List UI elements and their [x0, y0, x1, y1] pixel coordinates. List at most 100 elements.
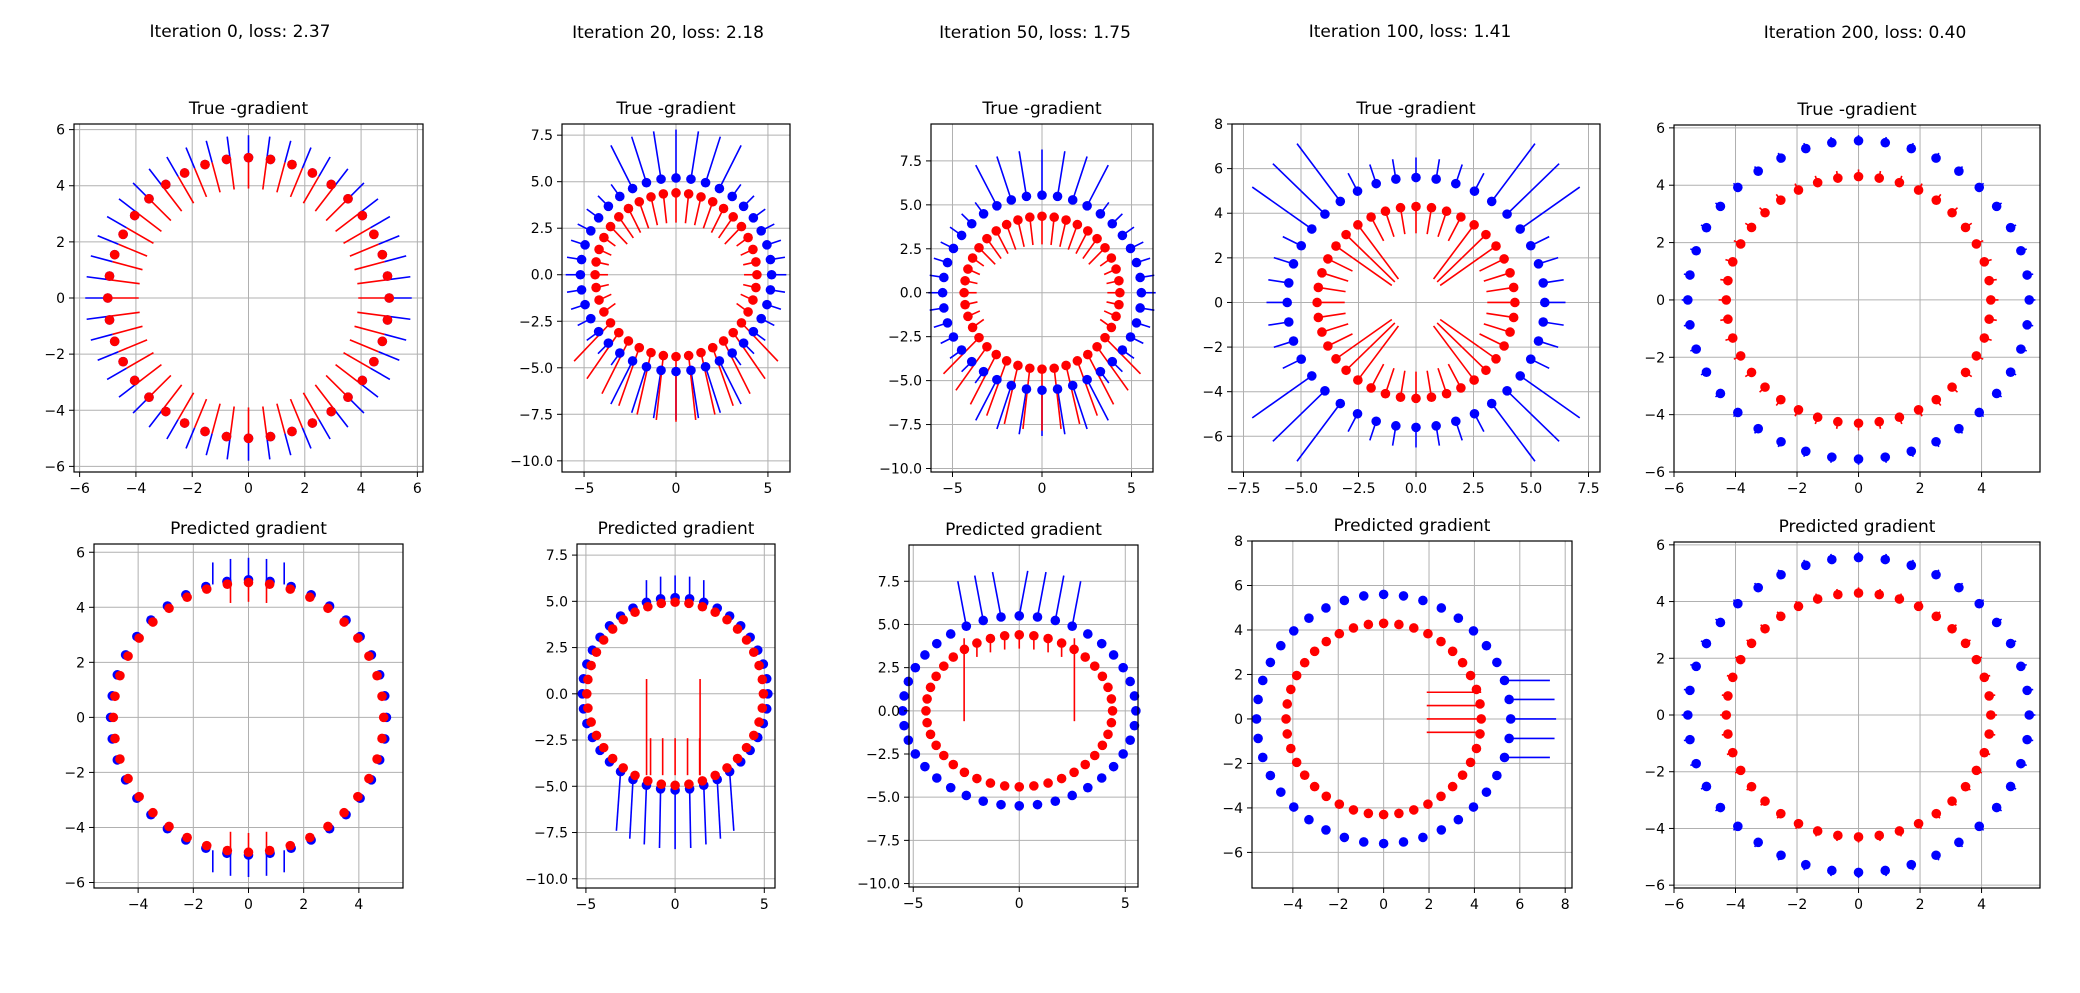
inner-point-4: [1960, 638, 1971, 649]
outer-point-15: [603, 201, 614, 212]
outer-point-33: [714, 356, 725, 366]
outer-point-3: [756, 226, 766, 236]
outer-point-18: [580, 240, 590, 250]
gradient-arrow-47: [108, 278, 140, 285]
x-tick-label-0: −5: [903, 896, 924, 912]
gradient-arrow-43: [118, 243, 148, 257]
inner-point-33: [1056, 773, 1067, 784]
x-tick-label-5: 4: [1977, 897, 1986, 913]
inner-point-38: [1979, 333, 1990, 343]
y-tick-label-4: 2: [1234, 667, 1243, 683]
y-tick-label-1: −4: [44, 403, 65, 419]
inner-point-35: [732, 753, 743, 764]
inner-point-18: [109, 249, 120, 260]
gradient-arrow-51: [108, 311, 140, 318]
inner-point-23: [1735, 765, 1746, 776]
inner-point-25: [982, 341, 992, 352]
outer-point-3: [1125, 243, 1136, 254]
inner-point-23: [931, 740, 941, 751]
x-tick-label-1: 0: [671, 897, 680, 913]
y-tick-label-7: 7.5: [546, 548, 568, 564]
gradient-arrow-69: [211, 403, 221, 434]
inner-point-14: [618, 614, 629, 625]
x-tick-label-0: −7.5: [1227, 481, 1261, 497]
x-tick-label-5: 6: [1515, 897, 1524, 913]
x-tick-label-3: 0.0: [1405, 481, 1427, 497]
inner-point-19: [1723, 691, 1733, 701]
inner-point-7: [1913, 601, 1924, 612]
y-tick-label-2: −2: [1644, 350, 1665, 366]
y-tick-label-5: 2.5: [900, 242, 922, 258]
gradient-arrow-66: [601, 340, 630, 395]
gradient-arrow-71: [1053, 368, 1062, 430]
outer-point-4: [748, 213, 759, 223]
outer-point-1: [765, 254, 776, 265]
gradient-arrow-78: [301, 427, 312, 449]
gradient-arrow-44: [90, 255, 113, 263]
inner-point-12: [200, 159, 210, 170]
inner-point-26: [959, 767, 970, 778]
y-tick-label-0: −10.0: [857, 877, 900, 893]
x-tick-label-2: 5: [760, 897, 769, 913]
outer-point-10: [1037, 190, 1047, 200]
gradient-arrow-61: [148, 374, 172, 398]
gradient-arrow-13: [325, 198, 349, 222]
inner-point-26: [1353, 375, 1363, 385]
inner-point-19: [1282, 699, 1293, 709]
inner-point-14: [164, 603, 174, 614]
y-tick-label-0: −6: [64, 875, 85, 891]
outer-point-38: [2016, 344, 2026, 354]
inner-point-24: [129, 375, 140, 386]
inner-point-5: [1092, 233, 1102, 244]
gradient-arrow-65: [1345, 322, 1396, 371]
inner-point-24: [1331, 354, 1341, 364]
inner-point-16: [1299, 657, 1310, 668]
gradient-arrow-49: [684, 193, 690, 224]
gradient-arrow-53: [112, 325, 143, 336]
outer-point-20: [937, 287, 948, 298]
outer-point-6: [1083, 629, 1093, 639]
gradient-arrow-4: [384, 255, 407, 263]
inner-point-7: [710, 607, 720, 618]
outer-point-7: [1931, 153, 1941, 163]
outer-point-0: [1136, 287, 1147, 298]
outer-point-33: [1469, 408, 1480, 419]
inner-point-8: [696, 192, 706, 202]
inner-point-14: [991, 226, 1002, 236]
inner-point-14: [959, 644, 970, 655]
gradient-arrow-34: [1491, 403, 1536, 462]
gradient-arrow-15: [1272, 163, 1326, 215]
inner-point-39: [1984, 729, 1994, 739]
outer-point-11: [656, 174, 666, 184]
gradient-arrow-18: [301, 147, 312, 169]
y-tick-label-1: −7.5: [519, 407, 553, 423]
outer-point-24: [593, 326, 604, 337]
outer-point-37: [2005, 367, 2016, 377]
inner-point-10: [1014, 630, 1025, 640]
gradient-arrow-12: [630, 136, 648, 183]
x-tick-label-4: 4: [354, 897, 363, 913]
gradient-arrow-82: [333, 408, 349, 428]
inner-point-11: [1833, 173, 1843, 183]
outer-point-7: [714, 183, 725, 194]
outer-point-39: [2022, 734, 2032, 745]
gradient-arrow-26: [1296, 403, 1341, 462]
outer-point-22: [1691, 758, 1701, 769]
y-tick-label-3: −2.5: [866, 747, 900, 763]
outer-point-27: [1321, 825, 1331, 835]
gradient-arrow-8: [704, 136, 722, 183]
inner-point-29: [1395, 392, 1406, 403]
inner-point-30: [1853, 832, 1864, 842]
inner-point-22: [925, 729, 936, 740]
x-tick-label-1: −4: [126, 481, 147, 497]
chart-panel-0: −6 −4 −2 0 2 4 6 −6 −4 −2 0 2 4 6 True -gradient: [44, 99, 424, 497]
outer-point-6: [1486, 196, 1497, 207]
outer-point-31: [1880, 865, 1891, 876]
x-tick-label-6: 6: [413, 481, 422, 497]
outer-point-27: [1776, 436, 1786, 447]
y-tick-label-3: −2.5: [519, 314, 553, 330]
outer-point-12: [1800, 143, 1811, 154]
gradient-arrow-15: [314, 186, 335, 212]
inner-point-32: [1441, 388, 1452, 399]
outer-point-26: [615, 348, 625, 358]
